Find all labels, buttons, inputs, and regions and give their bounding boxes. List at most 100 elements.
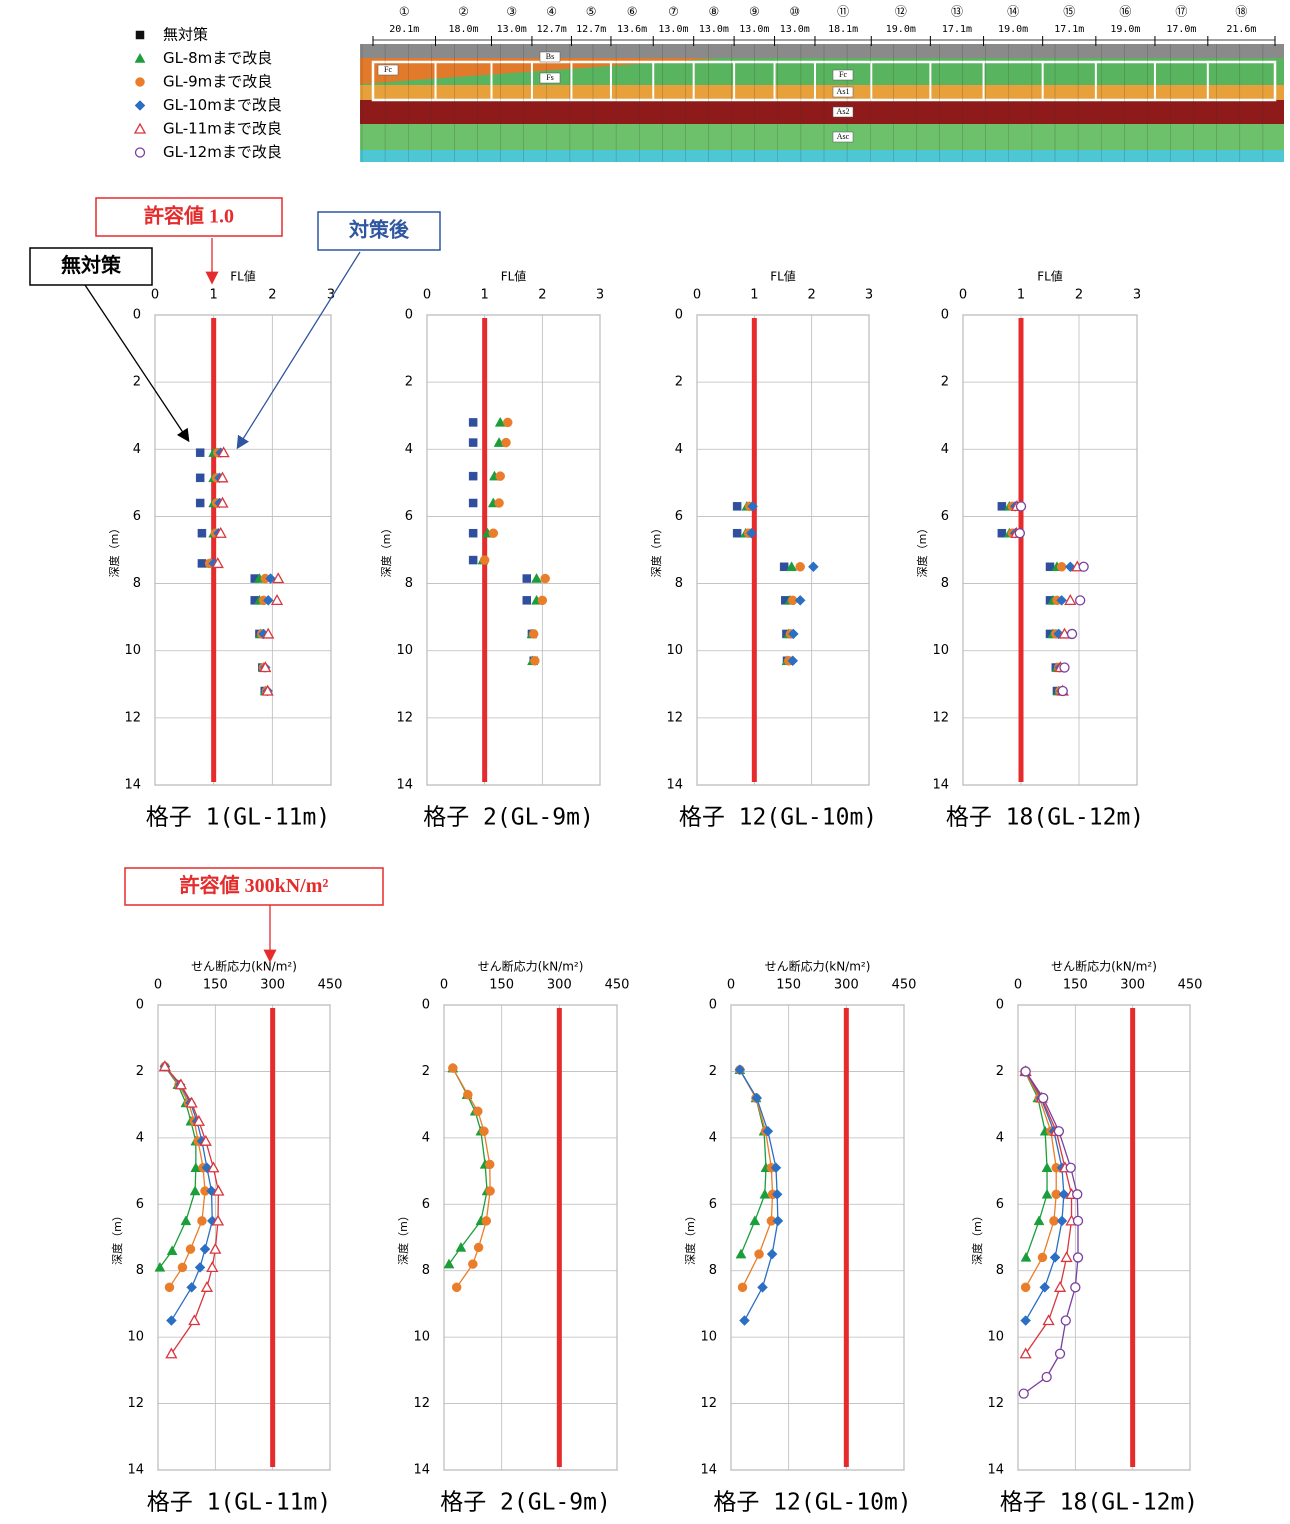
data-point [522,596,532,605]
legend-marker [135,30,145,40]
data-point [197,1216,207,1226]
y-tick-label: 6 [941,509,949,524]
data-point [195,498,205,508]
data-point [772,1215,784,1227]
y-tick-label: 8 [996,1263,1004,1278]
layer-tag [832,86,854,98]
data-point [206,1261,219,1273]
x-tick-label: 3 [327,288,335,303]
data-point [473,1106,483,1117]
x-tick-label: 0 [693,288,701,303]
y-tick-label: 6 [675,509,683,524]
x-tick-label: 0 [1014,978,1022,993]
y-tick-label: 12 [124,710,141,725]
data-point [1015,501,1027,512]
data-point [272,572,285,584]
y-tick-label: 4 [941,442,949,457]
series-line [739,1069,774,1288]
y-tick-label: 4 [709,1130,717,1145]
segment-number: ⑯ [1119,5,1131,19]
y-tick-label: 12 [396,710,413,725]
segment-width: 19.0m [886,24,916,35]
data-point [1037,1252,1048,1263]
x-tick-label: 0 [727,978,735,993]
section-asc [360,120,1284,150]
x-tick-label: 300 [260,978,285,993]
y-tick-label: 14 [700,1463,717,1478]
legend-marker [135,77,145,87]
y-axis-label: 深度（m） [379,523,393,578]
y-tick-label: 8 [709,1263,717,1278]
segment-number: ⑥ [627,5,638,19]
x-tick-label: 150 [489,978,514,993]
layer-label: Bs [546,52,554,61]
segment-number: ⑤ [586,5,597,19]
data-point [259,661,272,673]
data-point [174,1078,188,1090]
plot-area [730,1004,905,1471]
data-point [1057,685,1068,697]
data-point [166,1315,177,1326]
x-tick-label: 150 [203,978,228,993]
data-point [195,448,205,457]
segment-number: ⑱ [1235,5,1247,19]
data-point [749,1215,761,1226]
annotation-box [29,247,153,286]
segment-width: 21.6m [1226,24,1256,35]
data-point [211,1214,225,1226]
y-tick-label: 2 [675,375,683,390]
y-tick-label: 4 [675,442,683,457]
y-tick-label: 10 [932,643,949,658]
data-point [1053,1280,1067,1292]
y-tick-label: 0 [133,308,141,323]
y-tick-label: 6 [422,1197,430,1212]
x-tick-label: 3 [596,288,604,303]
data-point [468,1259,478,1269]
y-tick-label: 12 [127,1396,144,1411]
y-tick-label: 10 [666,643,683,658]
data-point [455,1241,467,1252]
segment-number: ⑦ [668,5,679,19]
x-axis-label: FL値 [1037,269,1063,284]
section-fs [360,58,720,84]
y-axis-label: 深度（m） [110,1210,124,1265]
series-line [159,1066,197,1268]
segment-width: 13.0m [699,24,729,35]
data-point [468,498,478,508]
x-tick-label: 0 [154,978,162,993]
y-tick-label: 8 [941,576,949,591]
caption: 格子 2(GL-9m) [423,805,594,831]
data-point [448,1063,458,1073]
data-point [762,1125,774,1137]
y-tick-label: 2 [405,375,413,390]
segment-number: ⑭ [1007,5,1019,19]
y-tick-label: 8 [675,576,683,591]
y-tick-label: 14 [987,1463,1004,1478]
legend-marker [134,52,146,63]
segment-width: 17.1m [942,24,972,35]
data-point [770,1162,782,1174]
annotation-text: 許容値 300kN/m² [180,873,329,897]
legend-label: GL-12mまで改良 [163,143,282,161]
data-point [199,1243,211,1255]
segment-number: ⑪ [837,5,849,19]
data-point [217,446,230,458]
y-tick-label: 0 [675,308,683,323]
series-line [452,1067,491,1288]
data-point [747,501,758,512]
data-point [262,627,275,639]
x-tick-label: 150 [776,978,801,993]
section-as1 [360,84,1284,100]
segment-width: 13.0m [497,24,527,35]
y-tick-label: 10 [124,643,141,658]
segment-width: 12.7m [576,24,606,35]
y-axis-label: 深度（m） [970,1210,984,1265]
y-tick-label: 8 [136,1263,144,1278]
caption: 格子 1(GL-11m) [146,805,330,831]
layer-label: Fc [839,70,847,79]
y-tick-label: 14 [413,1463,430,1478]
plot-area [157,1004,331,1471]
data-point [771,1188,783,1200]
data-point [786,561,798,572]
